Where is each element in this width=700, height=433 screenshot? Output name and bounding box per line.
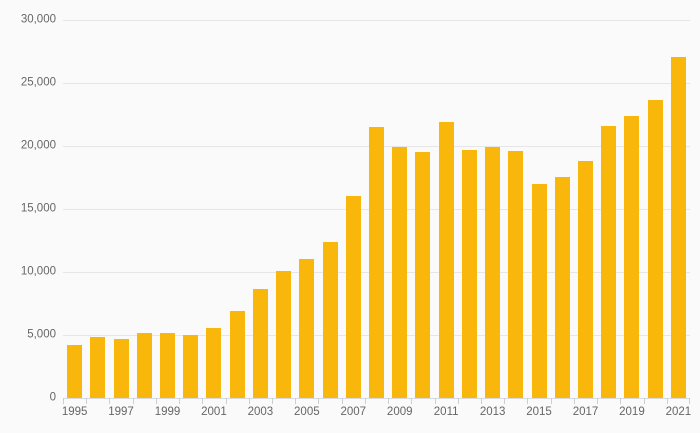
y-tick-label: 25,000 bbox=[20, 75, 56, 88]
x-tick bbox=[202, 398, 204, 404]
bar[interactable] bbox=[531, 184, 547, 398]
x-tick bbox=[620, 398, 622, 404]
x-tick bbox=[666, 398, 668, 404]
x-tick-label: 1999 bbox=[154, 406, 181, 418]
x-tick bbox=[248, 398, 250, 404]
x-tick bbox=[155, 398, 157, 404]
bar[interactable] bbox=[438, 121, 454, 398]
x-tick bbox=[434, 398, 436, 404]
bar[interactable] bbox=[369, 126, 384, 398]
bar[interactable] bbox=[113, 339, 129, 398]
x-tick bbox=[550, 398, 552, 404]
gridline bbox=[63, 82, 690, 84]
plot-area bbox=[63, 19, 690, 399]
x-tick-label: 2009 bbox=[386, 406, 413, 418]
bar[interactable] bbox=[624, 116, 640, 398]
x-tick-label: 2015 bbox=[526, 406, 552, 418]
x-tick-label: 2019 bbox=[619, 406, 645, 418]
x-tick bbox=[457, 398, 459, 404]
bar[interactable] bbox=[67, 345, 83, 398]
x-tick bbox=[481, 398, 482, 404]
x-tick bbox=[504, 398, 506, 404]
y-tick-label: 5,000 bbox=[27, 328, 56, 341]
x-tick-label: 2011 bbox=[433, 406, 459, 418]
y-tick-label: 30,000 bbox=[20, 12, 56, 25]
x-tick-label: 2021 bbox=[665, 406, 692, 418]
x-tick bbox=[272, 398, 273, 404]
y-tick-label: 20,000 bbox=[20, 138, 56, 151]
bar[interactable] bbox=[647, 99, 663, 398]
y-tick-label: 15,000 bbox=[20, 202, 56, 214]
x-tick bbox=[527, 398, 529, 404]
x-tick bbox=[179, 398, 181, 404]
x-tick bbox=[388, 398, 390, 404]
bar[interactable] bbox=[183, 334, 199, 398]
bar[interactable] bbox=[578, 160, 593, 398]
x-tick-label: 2007 bbox=[340, 406, 367, 418]
bar[interactable] bbox=[136, 333, 152, 398]
x-tick-label: 2013 bbox=[479, 406, 506, 418]
y-tick-label: 0 bbox=[49, 391, 56, 404]
y-axis: 0 5,000 10,000 15,000 20,000 25,000 30,000 bbox=[0, 0, 56, 433]
gridline bbox=[63, 19, 690, 21]
x-tick bbox=[63, 398, 64, 404]
bar[interactable] bbox=[160, 333, 175, 398]
bar[interactable] bbox=[345, 196, 361, 398]
x-tick bbox=[643, 398, 645, 404]
x-tick bbox=[318, 398, 320, 404]
bar[interactable] bbox=[392, 146, 408, 398]
x-tick bbox=[597, 398, 599, 404]
x-tick-label: 1995 bbox=[61, 406, 88, 418]
bars bbox=[63, 20, 690, 398]
x-tick bbox=[341, 398, 343, 404]
x-tick bbox=[295, 398, 297, 404]
y-tick-label: 10,000 bbox=[20, 265, 56, 278]
bar[interactable] bbox=[90, 337, 106, 398]
x-tick bbox=[132, 398, 134, 404]
bar[interactable] bbox=[670, 57, 686, 398]
x-tick bbox=[364, 398, 366, 404]
x-tick-label: 2001 bbox=[201, 406, 227, 418]
x-tick-label: 2017 bbox=[572, 406, 599, 418]
bar[interactable] bbox=[322, 241, 338, 398]
x-tick-label: 2005 bbox=[294, 406, 320, 418]
gridline bbox=[63, 398, 690, 399]
bar[interactable] bbox=[554, 176, 570, 398]
x-tick bbox=[411, 398, 413, 404]
bar[interactable] bbox=[206, 327, 222, 398]
bar[interactable] bbox=[299, 259, 315, 398]
x-tick bbox=[225, 398, 227, 404]
x-tick bbox=[86, 398, 88, 404]
bar[interactable] bbox=[461, 150, 477, 398]
bar[interactable] bbox=[508, 151, 524, 398]
x-tick bbox=[109, 398, 111, 404]
x-tick-label: 1997 bbox=[108, 406, 134, 418]
bar[interactable] bbox=[601, 126, 617, 398]
x-axis: 1995 1997 1999 2001 2003 2005 2007 2009 2011 2013… bbox=[61, 398, 692, 433]
bar[interactable] bbox=[252, 288, 268, 398]
bar[interactable] bbox=[485, 146, 501, 398]
bar[interactable] bbox=[415, 151, 431, 398]
bar[interactable] bbox=[276, 270, 292, 398]
x-tick bbox=[689, 398, 690, 404]
x-tick-label: 2003 bbox=[247, 406, 274, 418]
bar[interactable] bbox=[229, 310, 245, 398]
x-tick bbox=[573, 398, 575, 404]
